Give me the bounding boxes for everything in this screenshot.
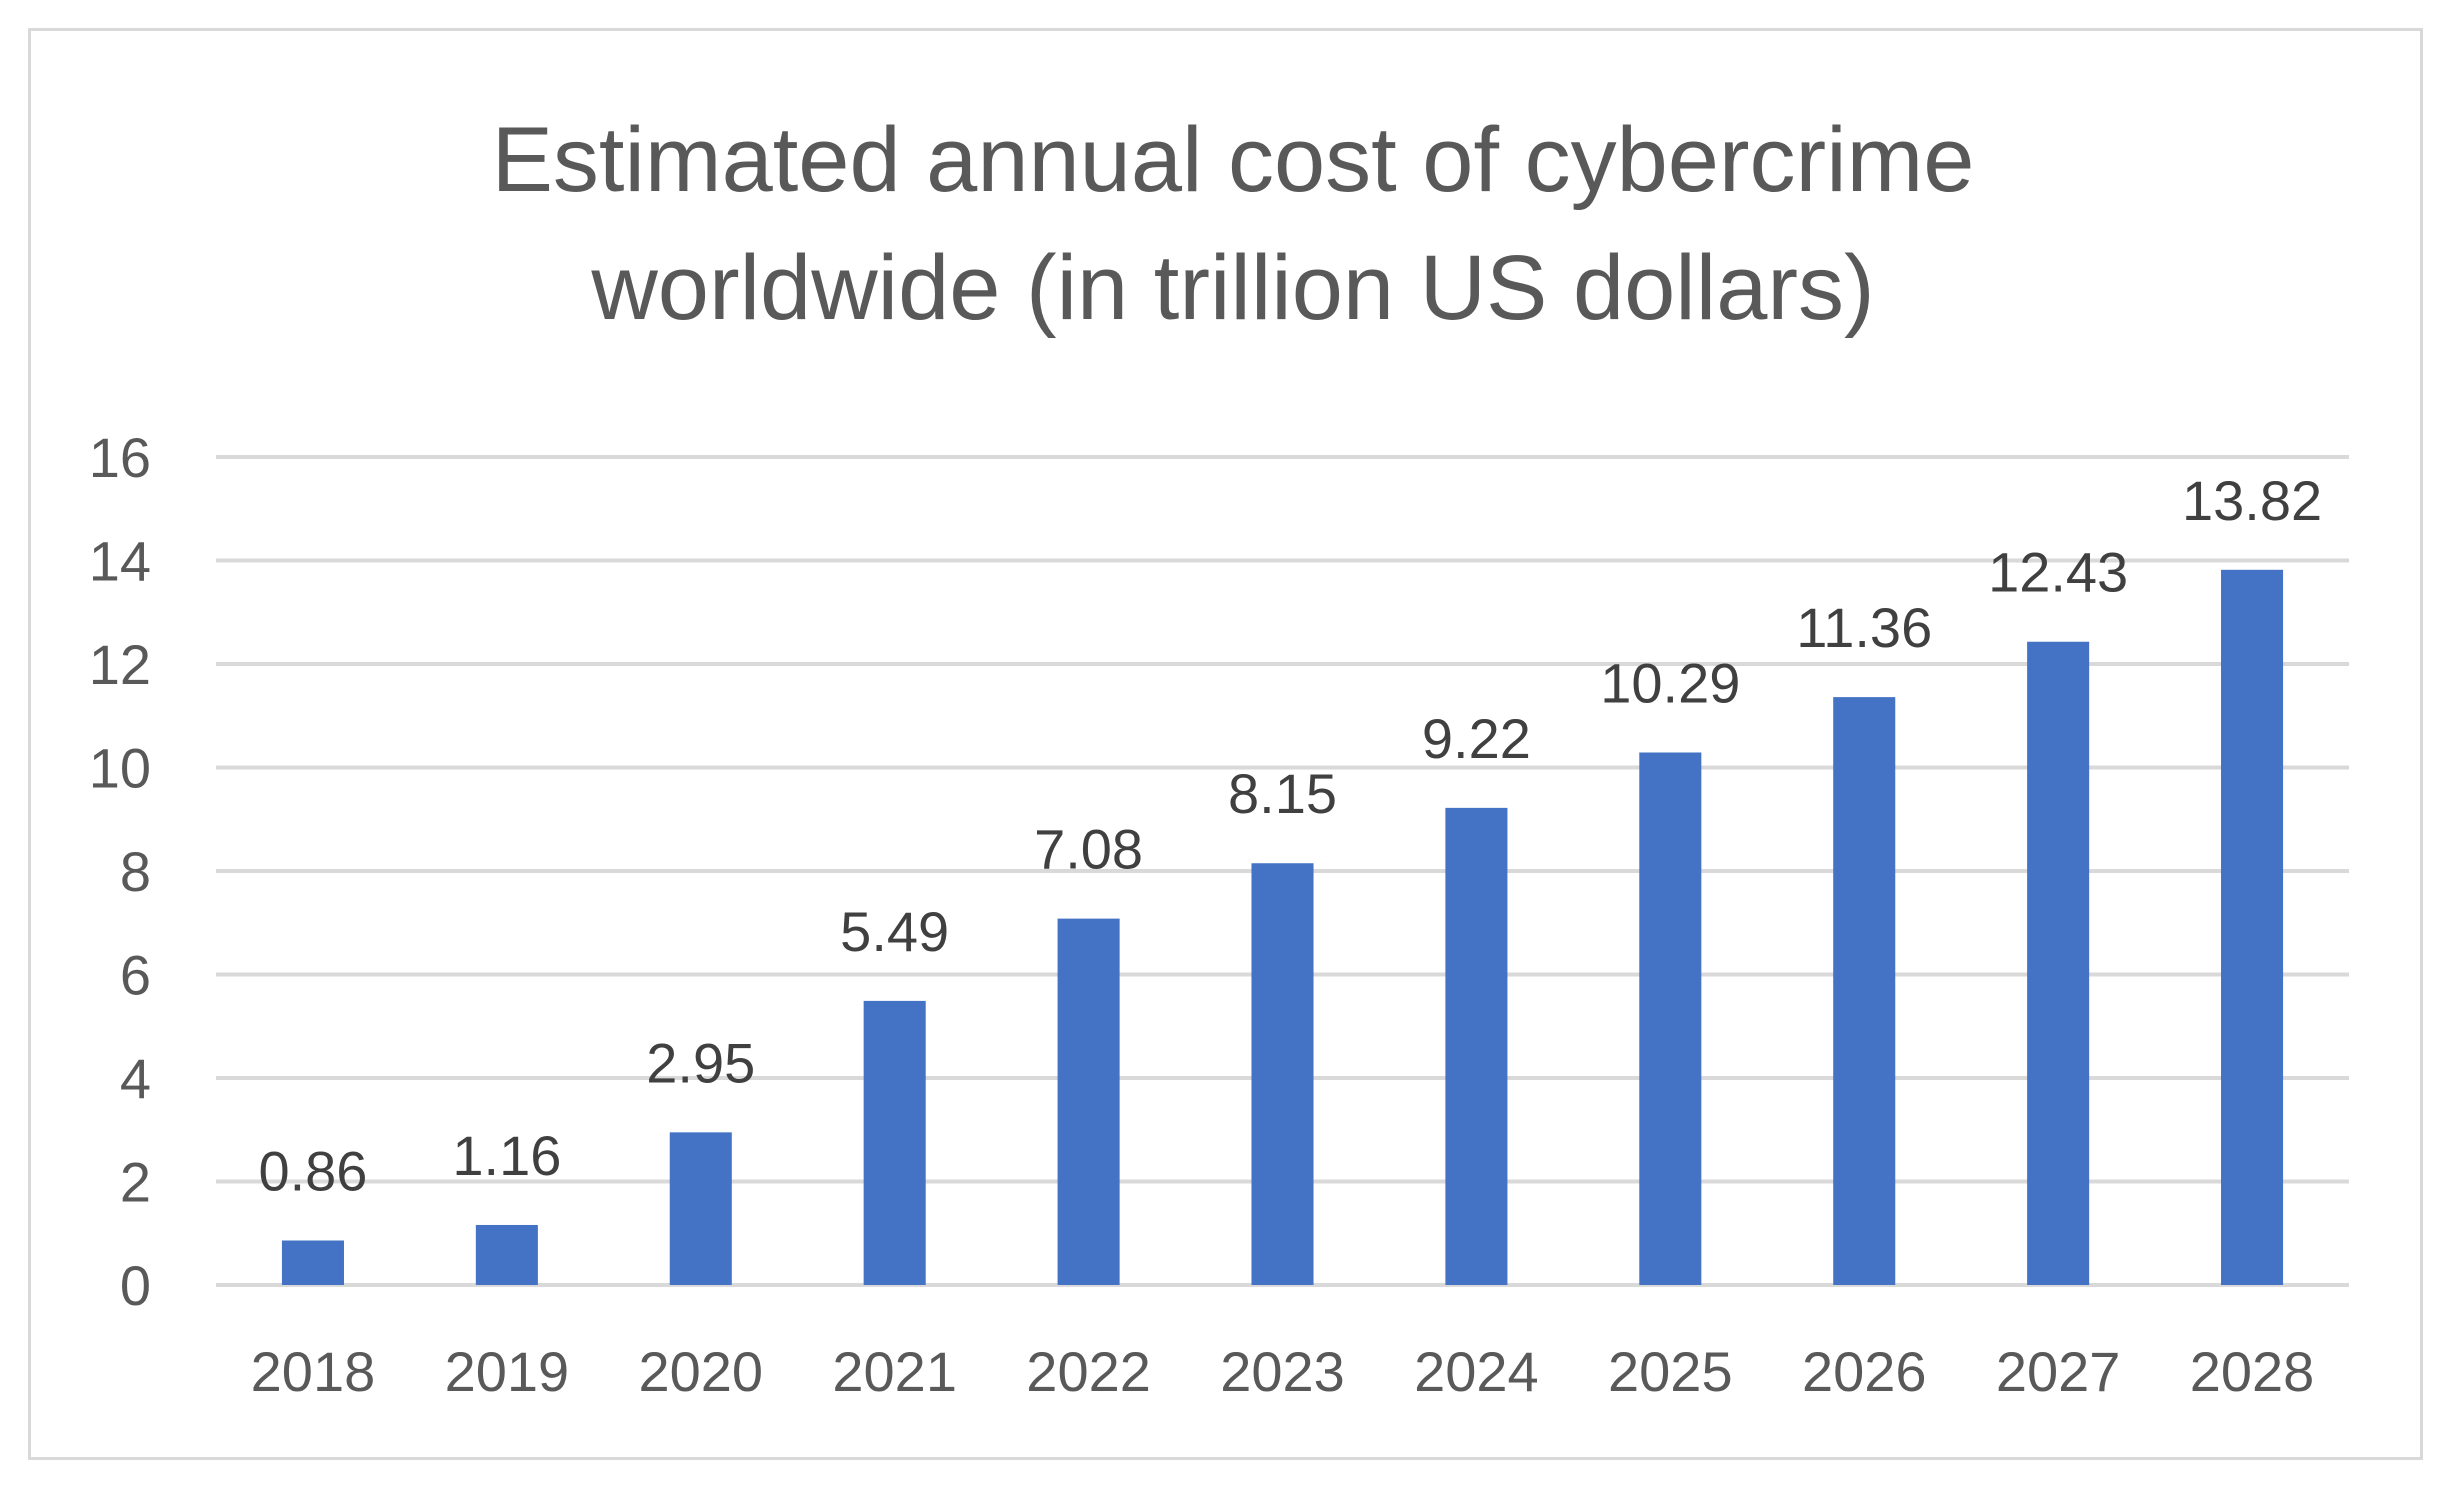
bars [281, 569, 2284, 1285]
x-tick-label-2018: 2018 [251, 1340, 376, 1403]
x-axis-ticks: 2018 2019 2020 2021 2022 2023 2024 2025 2026 2027… [251, 1340, 2315, 1403]
x-tick-label-2025: 2025 [1608, 1340, 1733, 1403]
y-tick-label-2: 2 [120, 1151, 151, 1214]
x-tick-label-2020: 2020 [638, 1340, 763, 1403]
data-label-2023: 8.15 [1228, 762, 1337, 825]
data-label-2024: 9.22 [1422, 707, 1531, 770]
y-axis-ticks: 0 2 4 6 8 10 12 14 16 [89, 426, 151, 1317]
y-tick-label-6: 6 [120, 944, 151, 1007]
x-tick-label-2024: 2024 [1414, 1340, 1539, 1403]
chart-title-line-1: Estimated annual cost of cybercrime [492, 109, 1975, 211]
data-label-2028: 13.82 [2182, 469, 2322, 532]
bar-2019 [475, 1224, 538, 1285]
data-label-2020: 2.95 [646, 1031, 755, 1094]
bar-2023 [1251, 863, 1314, 1285]
bar-2022 [1057, 918, 1120, 1285]
data-label-2027: 12.43 [1988, 541, 2128, 604]
x-tick-label-2022: 2022 [1026, 1340, 1151, 1403]
y-tick-label-12: 12 [89, 633, 151, 696]
x-tick-label-2028: 2028 [2190, 1340, 2315, 1403]
bar-2025 [1639, 752, 1702, 1285]
data-label-2018: 0.86 [258, 1139, 367, 1202]
x-tick-label-2021: 2021 [832, 1340, 957, 1403]
data-label-2025: 10.29 [1600, 651, 1740, 714]
bar-2020 [669, 1132, 732, 1285]
bar-2028 [2221, 569, 2284, 1285]
bar-2021 [863, 1000, 926, 1285]
x-tick-label-2019: 2019 [445, 1340, 570, 1403]
chart-svg: Estimated annual cost of cybercrime worl… [89, 109, 2349, 1403]
x-tick-label-2026: 2026 [1802, 1340, 1927, 1403]
x-tick-label-2027: 2027 [1996, 1340, 2121, 1403]
data-label-2022: 7.08 [1034, 818, 1143, 881]
y-tick-label-16: 16 [89, 426, 151, 489]
data-label-2021: 5.49 [840, 900, 949, 963]
bar-2027 [2027, 641, 2090, 1285]
y-tick-label-10: 10 [89, 737, 151, 800]
data-label-2019: 1.16 [452, 1124, 561, 1187]
y-tick-label-14: 14 [89, 530, 151, 593]
bar-2024 [1445, 807, 1508, 1285]
y-tick-label-0: 0 [120, 1254, 151, 1317]
x-tick-label-2023: 2023 [1220, 1340, 1345, 1403]
bar-2018 [281, 1240, 344, 1285]
bar-2026 [1833, 697, 1896, 1285]
chart-title-line-2: worldwide (in trillion US dollars) [590, 237, 1874, 339]
y-tick-label-4: 4 [120, 1047, 151, 1110]
data-label-2026: 11.36 [1796, 596, 1932, 659]
chart-frame: Estimated annual cost of cybercrime worl… [28, 28, 2423, 1460]
data-labels: 0.86 1.16 2.95 5.49 7.08 8.15 9.22 10.29 11.36 12… [258, 469, 2322, 1203]
y-tick-label-8: 8 [120, 840, 151, 903]
